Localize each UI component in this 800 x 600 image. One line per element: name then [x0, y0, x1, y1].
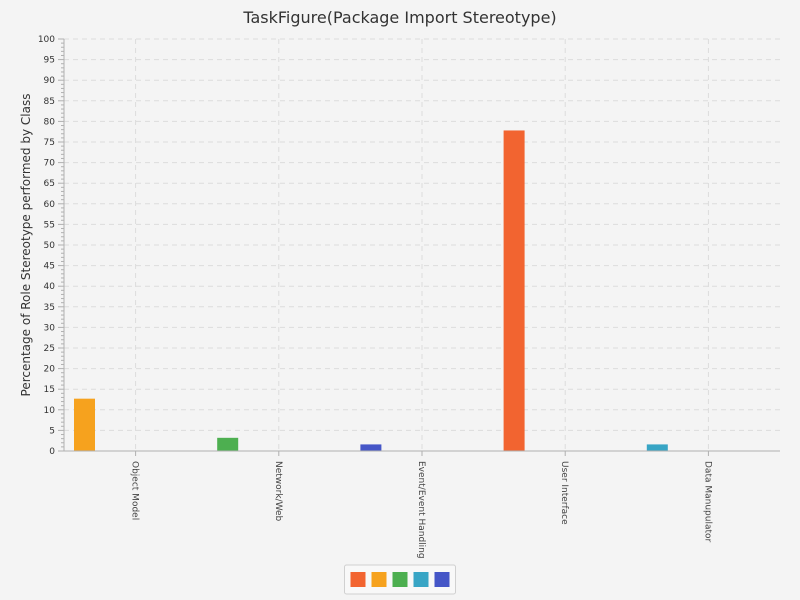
bar	[360, 444, 382, 451]
y-tick-label: 35	[44, 303, 55, 313]
y-tick-label: 95	[44, 56, 55, 66]
y-tick-label: 85	[44, 97, 55, 107]
y-tick-label: 75	[44, 138, 55, 148]
y-tick-label: 5	[49, 426, 55, 436]
y-tick-label: 90	[44, 76, 56, 86]
y-tick-label: 45	[44, 262, 55, 272]
y-tick-label: 10	[44, 406, 56, 416]
bar	[74, 398, 95, 451]
x-category-label: Event/Event Handling	[416, 461, 426, 559]
y-tick-label: 0	[49, 447, 55, 457]
y-tick-label: 30	[44, 323, 56, 333]
bar	[646, 444, 668, 451]
y-tick-label: 55	[44, 220, 55, 230]
legend-swatch	[350, 572, 366, 587]
legend-swatch	[371, 572, 387, 587]
y-ticks: 0 5 10 15 20 25 30 35 40 45 50 55 60 65 70 75 80 85 90 95 10…	[38, 35, 64, 457]
legend-swatch	[392, 572, 408, 587]
x-category-label: User Interface	[559, 461, 569, 525]
grid-lines	[64, 38, 780, 451]
y-axis-label: Percentage of Role Stereotype performed …	[19, 94, 33, 397]
y-tick-label: 65	[44, 179, 55, 189]
y-tick-label: 100	[38, 35, 55, 45]
y-tick-label: 15	[44, 385, 55, 395]
chart-title: TaskFigure(Package Import Stereotype)	[242, 8, 556, 27]
bars	[74, 130, 668, 452]
x-category-label: Object Model	[130, 461, 140, 520]
y-tick-label: 60	[44, 200, 56, 210]
bar	[503, 130, 525, 452]
y-tick-label: 50	[44, 241, 56, 251]
legend	[344, 564, 456, 595]
y-tick-label: 70	[44, 159, 56, 169]
x-category-label: Network/Web	[273, 461, 283, 522]
x-category-labels: Object Model Network/Web Event/Event Handl…	[130, 461, 713, 559]
y-tick-label: 25	[44, 344, 55, 354]
x-category-label: Data Manupulator	[702, 461, 712, 543]
y-tick-label: 40	[44, 282, 56, 292]
bar	[217, 437, 239, 451]
legend-swatch	[434, 572, 450, 587]
legend-swatch	[413, 572, 429, 587]
y-tick-label: 20	[44, 365, 56, 375]
y-tick-label: 80	[44, 117, 56, 127]
